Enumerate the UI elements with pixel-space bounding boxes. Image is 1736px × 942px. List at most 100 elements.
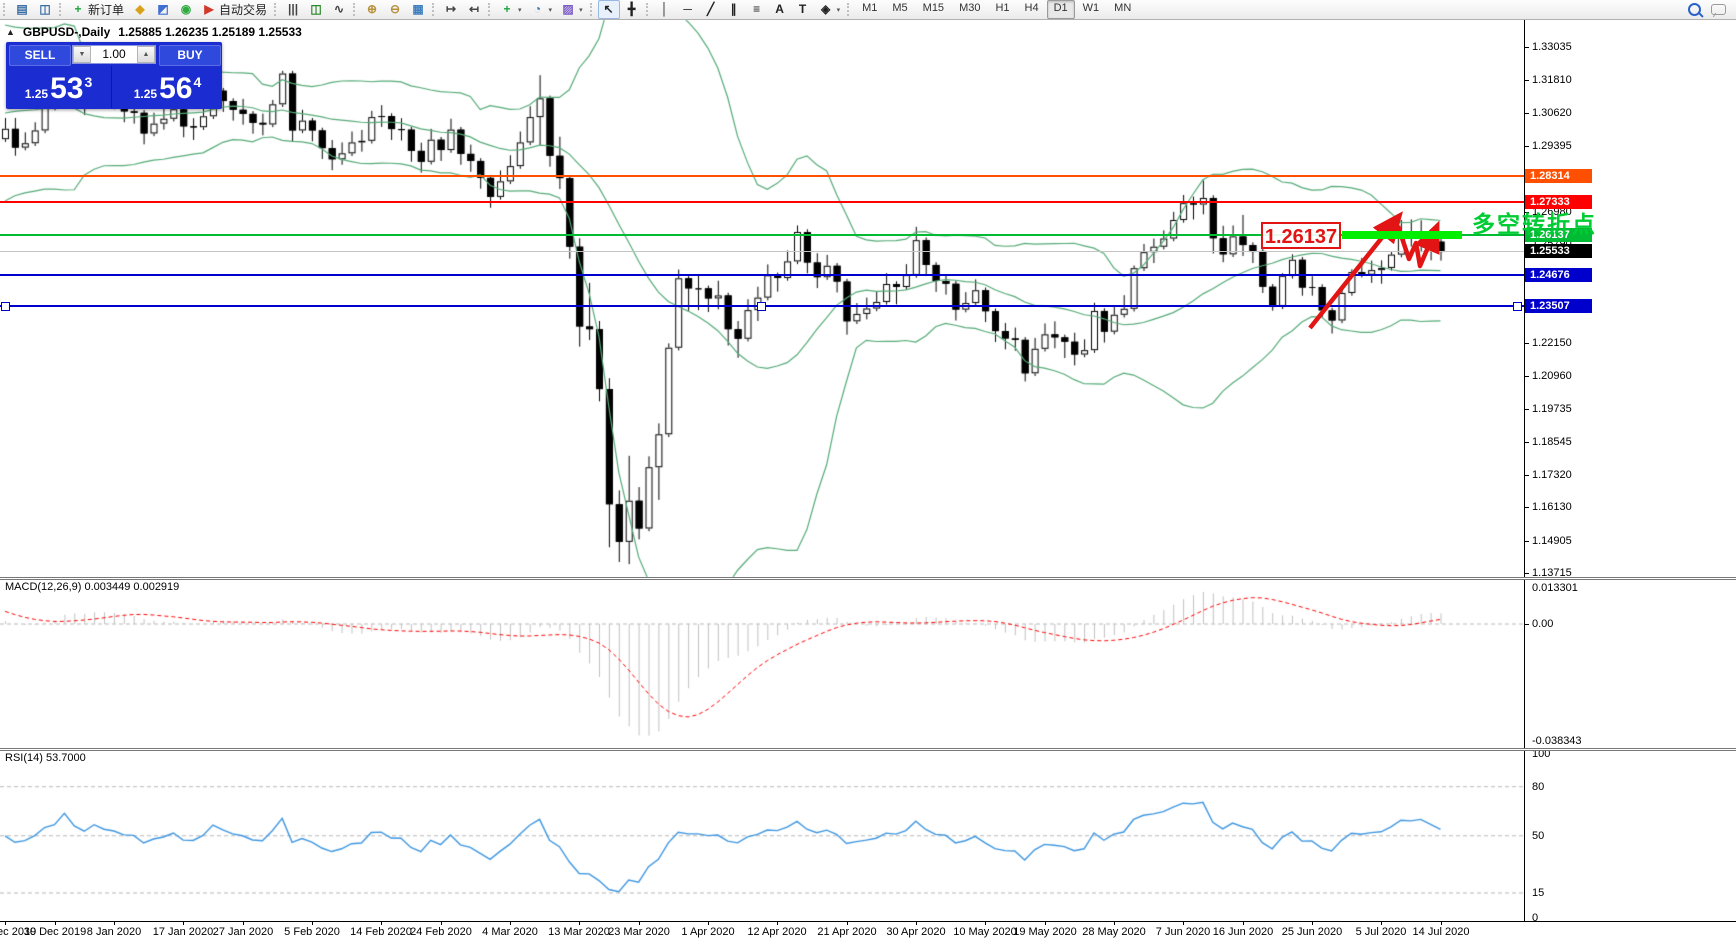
buy-button[interactable]: BUY — [159, 45, 221, 66]
price-callout-label[interactable]: 1.26137 — [1261, 222, 1341, 249]
periods-dropdown-icon[interactable]: ▾ — [548, 6, 553, 14]
price-tick-label: 1.30620 — [1532, 107, 1572, 119]
experts-button[interactable]: ◩ — [152, 0, 174, 19]
macd-label: MACD(12,26,9) 0.003449 0.002919 — [5, 581, 180, 593]
trendline-button[interactable]: ╱ — [700, 0, 722, 19]
text-button[interactable]: A — [769, 0, 791, 19]
timeframe-mn-button[interactable]: MN — [1114, 2, 1132, 14]
horizontal-line-pivot-level[interactable] — [0, 234, 1524, 236]
news-button[interactable]: ◉ — [175, 0, 197, 19]
experts-icon: ◩ — [157, 2, 169, 16]
rsi-label: RSI(14) 53.7000 — [5, 752, 86, 764]
autotrading-icon: ▶ — [204, 2, 214, 16]
chart-shift-button[interactable]: ↤ — [463, 0, 485, 19]
line-selection-handle[interactable] — [757, 302, 766, 311]
timeframe-m30-button[interactable]: M30 — [959, 2, 981, 14]
date-label: 14 Jul 2020 — [1412, 926, 1470, 938]
arrows-dropdown-icon[interactable]: ▾ — [836, 6, 841, 14]
text-label-button[interactable]: T — [792, 0, 814, 19]
horizontal-line-button[interactable]: ─ — [677, 0, 699, 19]
price-tick-mark — [1525, 573, 1529, 574]
new-order-button[interactable]: + 新订单 — [67, 0, 128, 19]
collapse-panel-icon[interactable]: ▲ — [6, 27, 15, 37]
chart-symbol-period: GBPUSD-,Daily — [22, 25, 111, 39]
add-indicators-button[interactable]: + ▾ — [496, 0, 526, 19]
horizontal-line-resistance-1[interactable] — [0, 175, 1524, 177]
candlestick-chart-button[interactable]: ◫ — [305, 0, 327, 19]
pivot-highlight-bar[interactable] — [1342, 231, 1462, 239]
cursor-button[interactable]: ↖ — [597, 0, 620, 19]
search-icon[interactable] — [1688, 3, 1701, 16]
zoom-out-button[interactable]: ⊖ — [384, 0, 406, 19]
timeframe-m15-button[interactable]: M15 — [922, 2, 945, 14]
candlestick-chart-icon: ◫ — [310, 2, 322, 16]
toolbar-grip — [645, 3, 650, 16]
profiles-button[interactable]: ◫ — [34, 0, 56, 19]
timeframe-m5-button[interactable]: M5 — [892, 2, 908, 14]
price-tick-label: 1.17320 — [1532, 469, 1572, 481]
timeframe-m1-button[interactable]: M1 — [862, 2, 878, 14]
horizontal-line-resistance-2[interactable] — [0, 201, 1524, 203]
rsi-axis-label: 15 — [1532, 887, 1545, 899]
line-chart-button[interactable]: ∿ — [328, 0, 350, 19]
metaeditor-button[interactable]: ◆ — [129, 0, 151, 19]
volume-decrease-button[interactable]: ▼ — [73, 46, 91, 63]
sell-price-big: 53 — [50, 72, 84, 105]
auto-scroll-icon: ↦ — [446, 2, 457, 16]
sell-price[interactable]: 1.25 53 3 — [6, 66, 112, 108]
chat-icon[interactable] — [1711, 4, 1726, 15]
date-tick-mark — [847, 922, 848, 925]
pivot-note-text[interactable]: 多空转折点 — [1472, 211, 1597, 237]
volume-input[interactable]: 1.00 — [102, 47, 126, 61]
arrows-button[interactable]: ◈ ▾ — [815, 0, 845, 19]
date-label: 1 Apr 2020 — [681, 926, 735, 938]
auto-scroll-button[interactable]: ↦ — [440, 0, 462, 19]
toolbar-group-pointer-tools: ↖ ╋ — [597, 0, 643, 19]
bars-chart-button[interactable]: ||| — [282, 0, 304, 19]
date-label: 4 Mar 2020 — [482, 926, 538, 938]
sell-button[interactable]: SELL — [9, 45, 71, 66]
buy-price[interactable]: 1.25 56 4 — [113, 66, 222, 108]
rsi-pane-separator[interactable] — [0, 748, 1736, 751]
price-tick-mark — [1525, 442, 1529, 443]
equidistant-channel-icon: ∥ — [730, 2, 737, 16]
toolbar-group-window-tools: ▤ ◫ — [11, 0, 56, 19]
rsi-axis-label: 50 — [1532, 830, 1545, 842]
toolbar-grip — [488, 3, 492, 16]
date-label: 17 Jan 2020 — [152, 926, 214, 938]
add-indicators-dropdown-icon[interactable]: ▾ — [518, 6, 522, 14]
line-selection-handle[interactable] — [1, 302, 10, 311]
date-tick-mark — [1183, 922, 1184, 925]
horizontal-line-support-1[interactable] — [0, 274, 1524, 276]
price-tick-mark — [1525, 47, 1529, 48]
crosshair-button[interactable]: ╋ — [621, 0, 643, 19]
fibonacci-button[interactable]: ≡ — [746, 0, 768, 19]
autotrading-button[interactable]: ▶ 自动交易 — [198, 0, 271, 19]
equidistant-channel-button[interactable]: ∥ — [723, 0, 745, 19]
timeframe-h4-button[interactable]: H4 — [1024, 2, 1039, 14]
templates-dropdown-icon[interactable]: ▾ — [579, 6, 583, 14]
vertical-line-button[interactable]: │ — [654, 0, 676, 19]
timeframe-w1-button[interactable]: W1 — [1082, 2, 1100, 14]
date-label: 30 Dec 2019 — [23, 926, 87, 938]
date-tick-mark — [243, 922, 244, 925]
periods-button[interactable]: ◔ ▾ — [527, 0, 557, 19]
templates-button[interactable]: ▨ ▾ — [557, 0, 587, 19]
date-label: 16 Jun 2020 — [1212, 926, 1274, 938]
sell-price-pip: 3 — [84, 74, 93, 90]
arrows-icon: ◈ — [820, 2, 831, 16]
line-selection-handle[interactable] — [1513, 302, 1522, 311]
toolbar-grip — [353, 3, 357, 16]
charts-list-icon: ▤ — [16, 2, 28, 16]
price-tick-mark — [1525, 343, 1529, 344]
macd-axis-min: -0.038343 — [1532, 735, 1582, 747]
volume-increase-button[interactable]: ▲ — [137, 46, 155, 63]
text-label-icon: T — [798, 2, 807, 16]
charts-list-button[interactable]: ▤ — [11, 0, 33, 19]
timeframe-d1-button[interactable]: D1 — [1046, 0, 1075, 19]
macd-pane-separator[interactable] — [0, 577, 1736, 580]
tile-windows-button[interactable]: ▦ — [407, 0, 429, 19]
zoom-in-button[interactable]: ⊕ — [361, 0, 383, 19]
timeframe-h1-button[interactable]: H1 — [995, 2, 1010, 14]
